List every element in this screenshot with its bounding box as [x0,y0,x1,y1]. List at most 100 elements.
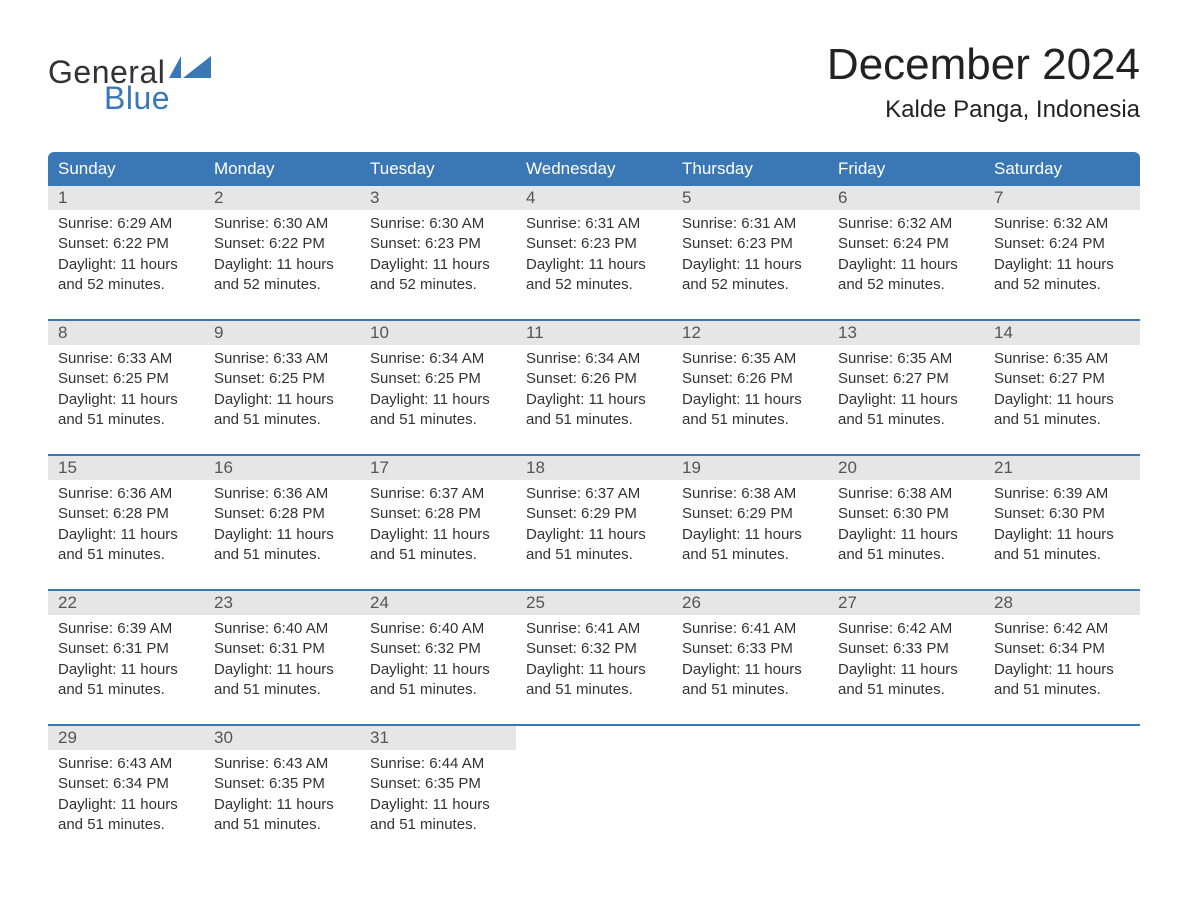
sunrise-line: Sunrise: 6:33 AM [58,349,194,369]
sunset-line: Sunset: 6:34 PM [58,774,194,794]
day-number: 7 [984,186,1140,210]
sunrise-line: Sunrise: 6:37 AM [370,484,506,504]
daylight-line: Daylight: 11 hours and 51 minutes. [58,795,194,836]
calendar-week: 22 Sunrise: 6:39 AMSunset: 6:31 PMDayligh… [48,589,1140,710]
day-details: Sunrise: 6:33 AMSunset: 6:25 PMDaylight:… [58,349,194,430]
day-number: 6 [828,186,984,210]
day-number: 18 [516,456,672,480]
calendar-cell: 22 Sunrise: 6:39 AMSunset: 6:31 PMDayligh… [48,591,204,710]
daylight-line: Daylight: 11 hours and 51 minutes. [370,660,506,701]
day-number: 8 [48,321,204,345]
daylight-line: Daylight: 11 hours and 51 minutes. [370,390,506,431]
sunrise-line: Sunrise: 6:31 AM [526,214,662,234]
day-number: 16 [204,456,360,480]
sunset-line: Sunset: 6:25 PM [58,369,194,389]
calendar-cell: 1 Sunrise: 6:29 AMSunset: 6:22 PMDaylight… [48,186,204,305]
calendar-cell: 9Sunrise: 6:33 AMSunset: 6:25 PMDaylight… [204,321,360,440]
calendar-week: 8Sunrise: 6:33 AMSunset: 6:25 PMDaylight… [48,319,1140,440]
sunset-line: Sunset: 6:29 PM [682,504,818,524]
sunset-line: Sunset: 6:34 PM [994,639,1130,659]
day-details: Sunrise: 6:37 AMSunset: 6:28 PMDaylight:… [370,484,506,565]
calendar-week: 15Sunrise: 6:36 AMSunset: 6:28 PMDayligh… [48,454,1140,575]
daylight-line: Daylight: 11 hours and 51 minutes. [682,390,818,431]
day-details: Sunrise: 6:39 AMSunset: 6:31 PMDaylight:… [58,619,194,700]
calendar: Sunday Monday Tuesday Wednesday Thursday… [48,152,1140,845]
day-details: Sunrise: 6:40 AMSunset: 6:32 PMDaylight:… [370,619,506,700]
calendar-cell: 17Sunrise: 6:37 AMSunset: 6:28 PMDayligh… [360,456,516,575]
daylight-line: Daylight: 11 hours and 52 minutes. [58,255,194,296]
daylight-line: Daylight: 11 hours and 51 minutes. [58,525,194,566]
daylight-line: Daylight: 11 hours and 52 minutes. [370,255,506,296]
day-details: Sunrise: 6:34 AMSunset: 6:26 PMDaylight:… [526,349,662,430]
day-number: 21 [984,456,1140,480]
calendar-week: 29Sunrise: 6:43 AMSunset: 6:34 PMDayligh… [48,724,1140,845]
day-details: Sunrise: 6:43 AMSunset: 6:34 PMDaylight:… [58,754,194,835]
calendar-cell: 16 Sunrise: 6:36 AMSunset: 6:28 PMDayligh… [204,456,360,575]
calendar-cell: 7 Sunrise: 6:32 AMSunset: 6:24 PMDaylight… [984,186,1140,305]
sunrise-line: Sunrise: 6:43 AM [214,754,350,774]
sunrise-line: Sunrise: 6:38 AM [682,484,818,504]
sunrise-line: Sunrise: 6:37 AM [526,484,662,504]
day-number: 14 [984,321,1140,345]
brand-text-bottom: Blue [104,82,211,114]
calendar-cell: 11 Sunrise: 6:34 AMSunset: 6:26 PMDayligh… [516,321,672,440]
day-number: 3 [360,186,516,210]
day-details: Sunrise: 6:35 AMSunset: 6:27 PMDaylight:… [994,349,1130,430]
calendar-cell: 25Sunrise: 6:41 AMSunset: 6:32 PMDayligh… [516,591,672,710]
day-details: Sunrise: 6:43 AMSunset: 6:35 PMDaylight:… [214,754,350,835]
daylight-line: Daylight: 11 hours and 51 minutes. [214,390,350,431]
calendar-cell [516,726,672,845]
sunset-line: Sunset: 6:23 PM [526,234,662,254]
sunset-line: Sunset: 6:24 PM [838,234,974,254]
day-number: 26 [672,591,828,615]
sunset-line: Sunset: 6:28 PM [370,504,506,524]
sunrise-line: Sunrise: 6:44 AM [370,754,506,774]
day-number: 10 [360,321,516,345]
daylight-line: Daylight: 11 hours and 52 minutes. [214,255,350,296]
sunset-line: Sunset: 6:22 PM [214,234,350,254]
daylight-line: Daylight: 11 hours and 51 minutes. [994,525,1130,566]
calendar-cell: 5 Sunrise: 6:31 AMSunset: 6:23 PMDaylight… [672,186,828,305]
day-details: Sunrise: 6:35 AMSunset: 6:27 PMDaylight:… [838,349,974,430]
daylight-line: Daylight: 11 hours and 51 minutes. [838,660,974,701]
calendar-cell: 12Sunrise: 6:35 AMSunset: 6:26 PMDayligh… [672,321,828,440]
calendar-cell: 10Sunrise: 6:34 AMSunset: 6:25 PMDayligh… [360,321,516,440]
day-details: Sunrise: 6:30 AMSunset: 6:22 PMDaylight:… [214,214,350,295]
daylight-line: Daylight: 11 hours and 52 minutes. [838,255,974,296]
header: General Blue December 2024 Kalde Panga, … [48,30,1140,134]
day-details: Sunrise: 6:36 AMSunset: 6:28 PMDaylight:… [58,484,194,565]
weekday-label: Wednesday [516,152,672,186]
calendar-cell [672,726,828,845]
sunrise-line: Sunrise: 6:42 AM [838,619,974,639]
calendar-cell: 8 Sunrise: 6:33 AMSunset: 6:25 PMDaylight… [48,321,204,440]
sunrise-line: Sunrise: 6:30 AM [370,214,506,234]
sunrise-line: Sunrise: 6:39 AM [994,484,1130,504]
sunrise-line: Sunrise: 6:35 AM [682,349,818,369]
sunset-line: Sunset: 6:31 PM [214,639,350,659]
sunset-line: Sunset: 6:27 PM [994,369,1130,389]
day-details: Sunrise: 6:36 AMSunset: 6:28 PMDaylight:… [214,484,350,565]
day-number: 22 [48,591,204,615]
sunrise-line: Sunrise: 6:35 AM [994,349,1130,369]
day-details: Sunrise: 6:30 AMSunset: 6:23 PMDaylight:… [370,214,506,295]
sunset-line: Sunset: 6:25 PM [370,369,506,389]
day-details: Sunrise: 6:37 AMSunset: 6:29 PMDaylight:… [526,484,662,565]
sunset-line: Sunset: 6:31 PM [58,639,194,659]
day-number: 1 [48,186,204,210]
day-number: 5 [672,186,828,210]
daylight-line: Daylight: 11 hours and 52 minutes. [526,255,662,296]
day-details: Sunrise: 6:32 AMSunset: 6:24 PMDaylight:… [994,214,1130,295]
calendar-cell: 28Sunrise: 6:42 AMSunset: 6:34 PMDayligh… [984,591,1140,710]
day-details: Sunrise: 6:39 AMSunset: 6:30 PMDaylight:… [994,484,1130,565]
day-details: Sunrise: 6:31 AMSunset: 6:23 PMDaylight:… [682,214,818,295]
day-details: Sunrise: 6:29 AMSunset: 6:22 PMDaylight:… [58,214,194,295]
day-number: 23 [204,591,360,615]
day-number: 11 [516,321,672,345]
day-details: Sunrise: 6:33 AMSunset: 6:25 PMDaylight:… [214,349,350,430]
daylight-line: Daylight: 11 hours and 51 minutes. [526,525,662,566]
daylight-line: Daylight: 11 hours and 51 minutes. [838,390,974,431]
calendar-cell [984,726,1140,845]
sunrise-line: Sunrise: 6:40 AM [370,619,506,639]
day-number: 20 [828,456,984,480]
page-root: General Blue December 2024 Kalde Panga, … [0,0,1188,885]
